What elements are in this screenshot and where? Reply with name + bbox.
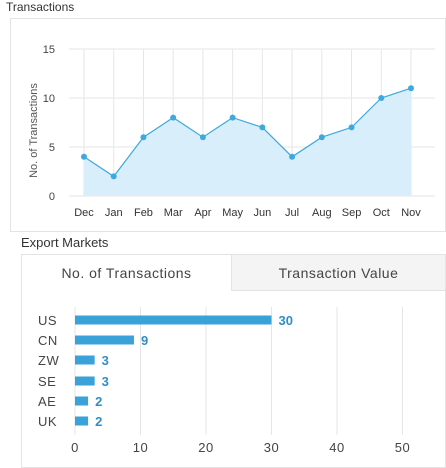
series-line [83,87,412,178]
x-tick-label: Dec [74,207,94,219]
x-tick-label: Aug [312,207,332,219]
x-tick-label: Mar [164,207,183,219]
data-point [170,114,177,121]
x-tick-label: 10 [133,440,148,455]
category-label: ZW [38,353,59,368]
data-label: 9 [141,333,148,348]
bar [75,315,272,325]
data-point [140,134,147,141]
bar [75,355,95,365]
transactions-title: Transactions [6,0,75,14]
x-tick-label: Jul [285,207,299,219]
data-point [199,134,206,141]
x-tick-label: Sep [342,207,362,219]
bar [75,396,89,406]
tab-no-of-transactions[interactable]: No. of Transactions [22,255,232,291]
x-tick-label: May [222,207,243,219]
bar [75,335,134,345]
export-markets-panel: No. of Transactions Transaction Value 0 1… [21,254,446,468]
series-area [84,88,411,196]
data-point [81,153,87,160]
y-tick-label: 10 [43,93,55,105]
export-markets-title: Export Markets [21,235,109,250]
y-tick-label: 15 [43,44,55,56]
x-tick-label: Nov [401,207,421,219]
category-label: US [38,313,57,328]
x-tick-label: 40 [329,440,344,455]
export-markets-bar-chart: 0 10 20 30 40 50 US 30 CN 9 ZW 3 SE 3 AE 2 UK 2 [38,307,410,455]
y-axis-label: No. of Transactions [28,83,40,178]
data-point [318,134,325,141]
data-label: 3 [102,353,109,368]
x-tick-label: Jan [105,207,123,219]
data-point [408,85,414,92]
tab-transaction-value[interactable]: Transaction Value [232,255,445,291]
export-tabs: No. of Transactions Transaction Value [22,255,445,291]
data-label: 2 [95,414,102,429]
data-point [289,153,296,160]
x-tick-label: 0 [71,440,79,455]
data-point [259,124,266,131]
data-point [229,114,236,121]
x-tick-label: 50 [395,440,410,455]
y-tick-label: 5 [49,142,55,154]
x-tick-label: 30 [264,440,279,455]
data-label: 3 [102,374,109,389]
data-point [110,173,117,180]
category-label: SE [38,374,56,389]
transactions-line-chart: 0 5 10 15 Dec Jan Feb Mar Apr May Jun Jul Aug Sep Oct N… [28,44,435,219]
category-label: AE [38,394,56,409]
bar [75,416,89,426]
bar [75,376,95,386]
x-tick-label: 20 [198,440,213,455]
y-tick-label: 0 [49,191,55,203]
transactions-chart-panel: 0 5 10 15 Dec Jan Feb Mar Apr May Jun Jul Aug Sep Oct N… [10,18,446,232]
x-tick-label: Jun [253,207,271,219]
x-tick-label: Oct [373,207,390,219]
x-tick-label: Feb [134,207,153,219]
data-point [348,124,355,131]
data-label: 30 [279,313,293,328]
data-point [378,95,385,101]
x-tick-label: Apr [194,207,211,219]
data-label: 2 [95,394,102,409]
category-label: CN [38,333,58,348]
category-label: UK [38,414,57,429]
